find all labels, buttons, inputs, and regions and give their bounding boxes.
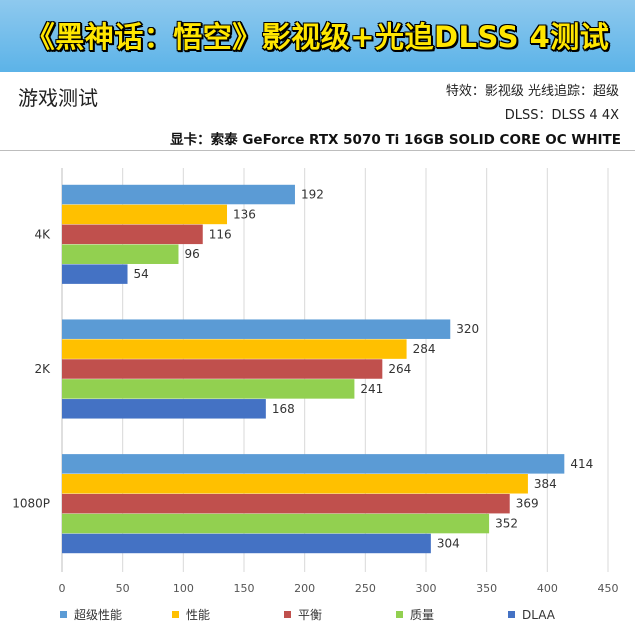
data-label: 54 — [134, 267, 149, 281]
legend-swatch — [284, 611, 291, 618]
data-label: 384 — [534, 477, 557, 491]
x-tick-label: 300 — [416, 582, 437, 595]
legend-swatch — [396, 611, 403, 618]
header-divider — [0, 150, 635, 151]
category-label: 2K — [34, 362, 51, 376]
legend-item: 性能 — [172, 606, 284, 623]
legend-label: 性能 — [186, 608, 211, 622]
legend-label: 超级性能 — [74, 608, 123, 622]
bar — [62, 379, 355, 399]
bar — [62, 359, 383, 379]
x-tick-label: 250 — [355, 582, 376, 595]
category-label: 1080P — [12, 497, 50, 511]
bar — [62, 224, 203, 245]
data-label: 168 — [272, 402, 295, 416]
bar — [62, 319, 451, 339]
data-label: 241 — [360, 382, 383, 396]
dlss-setting: DLSS：DLSS 4 4X — [504, 108, 619, 123]
legend-item: 质量 — [396, 606, 508, 623]
title-banner: 《黑神话：悟空》影视级+光追DLSS 4测试 — [0, 0, 635, 72]
x-tick-label: 400 — [537, 582, 558, 595]
effects-setting: 特效：影视级 光线追踪：超级 — [445, 84, 619, 99]
bar — [62, 399, 266, 419]
legend-item: 超级性能 — [60, 606, 172, 623]
bar — [62, 264, 128, 284]
data-label: 352 — [495, 517, 518, 531]
x-tick-label: 50 — [116, 582, 130, 595]
legend-label: DLAA — [522, 607, 555, 622]
data-label: 116 — [209, 227, 232, 241]
legend-swatch — [60, 611, 67, 618]
bar — [62, 339, 407, 359]
x-tick-label: 0 — [59, 582, 66, 595]
data-label: 192 — [301, 188, 324, 202]
data-label: 320 — [456, 322, 479, 336]
x-tick-label: 200 — [294, 582, 315, 595]
category-label: 4K — [34, 227, 51, 241]
legend-swatch — [172, 611, 179, 618]
data-label: 304 — [437, 536, 460, 550]
bar — [62, 454, 565, 474]
legend-label: 平衡 — [298, 608, 323, 622]
bar — [62, 244, 179, 264]
bar — [62, 474, 528, 494]
chart-subtitle: 游戏测试 — [18, 86, 98, 110]
x-tick-label: 100 — [173, 582, 194, 595]
data-label: 96 — [184, 247, 199, 261]
data-label: 136 — [233, 207, 256, 221]
x-tick-label: 450 — [598, 582, 619, 595]
bar — [62, 184, 295, 205]
data-label: 414 — [570, 457, 593, 471]
bar — [62, 493, 510, 514]
chart-legend: 超级性能 性能 平衡 质量 DLAA — [60, 606, 620, 623]
bar — [62, 513, 490, 534]
x-tick-label: 350 — [476, 582, 497, 595]
legend-swatch — [508, 611, 515, 618]
legend-label: 质量 — [410, 608, 435, 622]
legend-item: DLAA — [508, 606, 620, 623]
data-label: 264 — [388, 362, 411, 376]
data-label: 284 — [413, 342, 436, 356]
bar — [62, 204, 228, 225]
bar — [62, 533, 431, 554]
chart-title: 《黑神话：悟空》影视级+光追DLSS 4测试 — [25, 20, 610, 54]
x-tick-label: 150 — [234, 582, 255, 595]
data-label: 369 — [516, 497, 539, 511]
legend-item: 平衡 — [284, 606, 396, 623]
gpu-info: 显卡：索泰 GeForce RTX 5070 Ti 16GB SOLID COR… — [170, 132, 621, 148]
